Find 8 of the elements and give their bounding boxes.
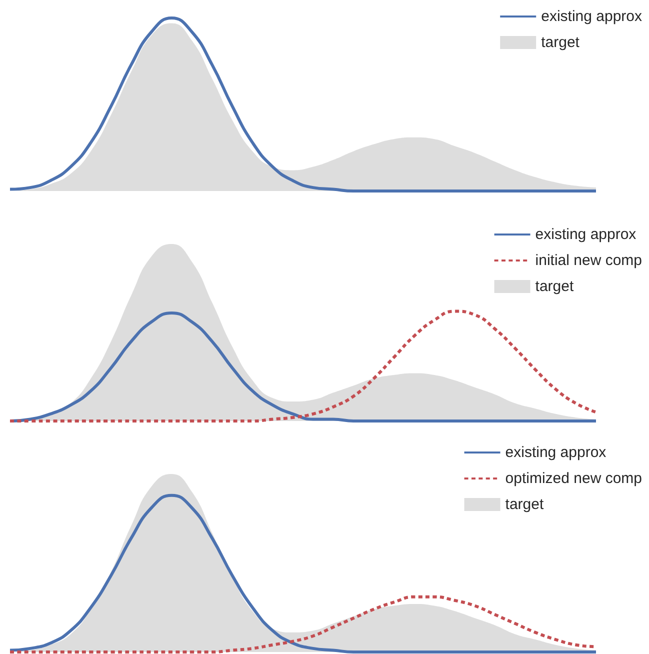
legend-label: target — [541, 34, 580, 51]
legend-label: existing approx — [541, 8, 642, 25]
legend-label: existing approx — [505, 444, 607, 461]
legend-label: target — [535, 278, 574, 295]
legend-label: initial new comp — [535, 252, 642, 269]
legend-label: target — [505, 496, 544, 513]
legend-label: optimized new comp — [505, 470, 642, 487]
legend-label: existing approx — [535, 226, 637, 243]
